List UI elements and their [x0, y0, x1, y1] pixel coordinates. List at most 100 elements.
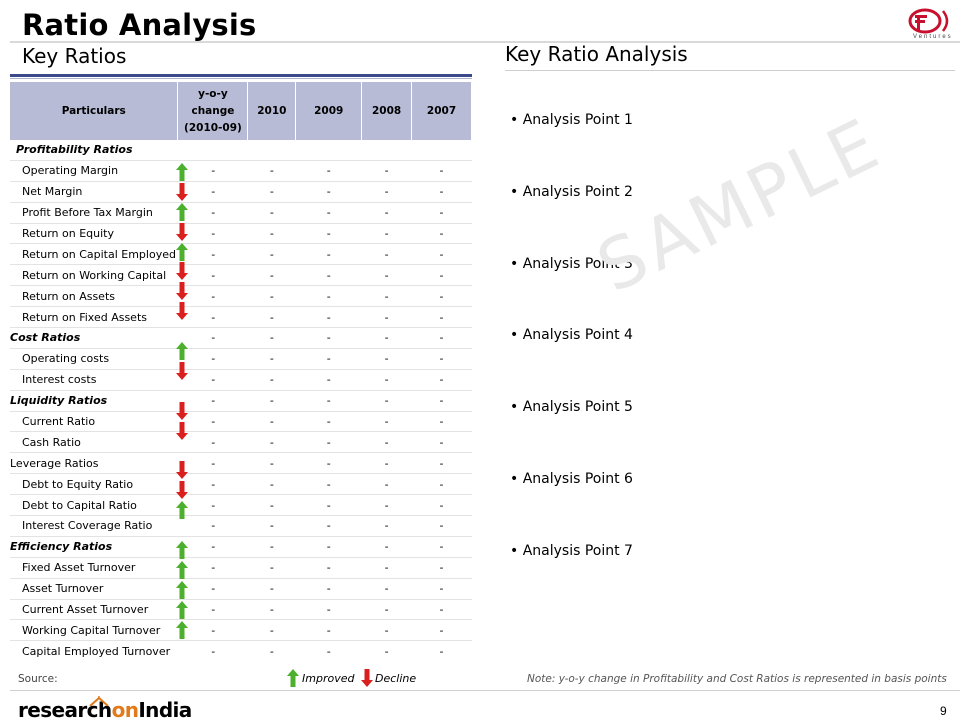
year-value: -	[295, 411, 362, 433]
down-arrow-icon	[176, 302, 190, 321]
row-label: Return on Assets	[10, 285, 179, 308]
table-row: Cash Ratio - - - - -	[10, 431, 472, 454]
up-arrow-icon	[176, 501, 190, 520]
legend-down-arrow-icon	[361, 669, 373, 692]
year-value: -	[361, 369, 412, 391]
ratios-table: Particulars y-o-y change (2010-09) 2010 …	[10, 82, 472, 662]
sample-watermark: SAMPLE	[585, 101, 894, 309]
research-on-india-logo: researchonIndia	[18, 698, 192, 722]
year-value: -	[411, 390, 472, 412]
analysis-point: • Analysis Point 5	[510, 399, 633, 416]
analysis-point: • Analysis Point 7	[510, 542, 633, 559]
table-row: Return on Capital Employed - - - - -	[10, 243, 472, 266]
year-value: -	[411, 578, 472, 600]
down-arrow-icon	[176, 401, 190, 420]
year-value	[411, 140, 472, 161]
year-value: -	[247, 264, 296, 287]
yoy-line-3: (2010-09)	[184, 121, 242, 134]
year-value: -	[247, 515, 296, 537]
year-value: -	[361, 536, 412, 558]
logo-caption: Ventures	[913, 34, 953, 40]
table-header-row: Particulars y-o-y change (2010-09) 2010 …	[10, 82, 472, 140]
title-divider	[10, 41, 960, 43]
yoy-value: -	[177, 306, 248, 329]
table-category-row: Leverage Ratios - - - - -	[10, 452, 472, 475]
table-row: Debt to Equity Ratio - - - - -	[10, 473, 472, 496]
up-arrow-icon	[176, 242, 190, 261]
up-arrow-icon	[176, 580, 190, 599]
source-label: Source:	[18, 673, 58, 685]
table-row: Interest Coverage Ratio - - - - -	[10, 515, 472, 537]
yoy-line-2: change	[191, 104, 235, 117]
year-value: -	[411, 223, 472, 245]
yoy-value: -	[177, 536, 248, 558]
year-value: -	[295, 452, 362, 475]
yoy-line-1: y-o-y	[198, 87, 228, 100]
year-value: -	[439, 644, 444, 658]
year-value: -	[411, 369, 472, 391]
up-arrow-icon	[176, 202, 190, 221]
footnote: Note: y-o-y change in Profitability and …	[527, 673, 947, 685]
year-value: -	[411, 473, 472, 496]
year-value: -	[361, 306, 412, 329]
yoy-value: -	[177, 515, 248, 537]
left-heading-rule	[10, 74, 472, 77]
down-arrow-icon	[176, 481, 190, 500]
analysis-point: • Analysis Point 3	[510, 255, 633, 272]
year-value: -	[295, 473, 362, 496]
year-value: -	[247, 431, 296, 454]
year-value: -	[361, 431, 412, 454]
legend-decline: Decline	[375, 672, 417, 685]
year-value: -	[361, 223, 412, 245]
year-value: -	[247, 473, 296, 496]
row-label: Return on Capital Employed	[10, 243, 179, 266]
year-value: -	[411, 494, 472, 517]
year-value: -	[361, 327, 412, 349]
yoy-value	[177, 140, 248, 161]
year-value: -	[411, 327, 472, 349]
table-row: Profit Before Tax Margin - - - - -	[10, 202, 472, 224]
ventures-logo	[905, 7, 955, 42]
right-heading-rule	[505, 70, 955, 71]
year-value: -	[361, 348, 412, 370]
year-value	[295, 140, 362, 161]
row-label: Fixed Asset Turnover	[10, 557, 179, 579]
table-row: Operating costs - - - - -	[10, 348, 472, 370]
page-title: Ratio Analysis	[22, 8, 257, 42]
year-value: -	[295, 243, 362, 266]
yoy-value: -	[177, 411, 248, 433]
year-value: -	[411, 285, 472, 308]
yoy-value: -	[177, 202, 248, 224]
up-arrow-icon	[176, 560, 190, 579]
key-ratios-heading: Key Ratios	[22, 44, 127, 68]
year-value: -	[411, 515, 472, 537]
row-label: Leverage Ratios	[10, 452, 179, 475]
table-row: Return on Fixed Assets - - - - -	[10, 306, 472, 329]
year-value: -	[361, 181, 412, 203]
yoy-value: -	[177, 348, 248, 370]
table-row: Current Ratio - - - - -	[10, 411, 472, 433]
up-arrow-icon	[176, 342, 190, 360]
row-label: Net Margin	[10, 181, 179, 203]
row-label: Interest costs	[10, 369, 179, 391]
table-category-row: Profitability Ratios	[10, 140, 472, 161]
year-value	[247, 140, 296, 161]
year-value: -	[295, 181, 362, 203]
year-value: -	[361, 473, 412, 496]
year-value: -	[295, 348, 362, 370]
up-arrow-icon	[176, 162, 190, 181]
up-arrow-icon	[176, 600, 190, 619]
year-value: -	[247, 181, 296, 203]
yoy-value: -	[177, 473, 248, 496]
year-value: -	[361, 494, 412, 517]
col-2010: 2010	[247, 82, 297, 140]
yoy-value: -	[177, 243, 248, 266]
year-value: -	[247, 536, 296, 558]
year-value: -	[295, 223, 362, 245]
table-row: Return on Working Capital - - - - -	[10, 264, 472, 287]
table-row: Net Margin - - - - -	[10, 181, 472, 203]
row-label: Debt to Capital Ratio	[10, 494, 179, 517]
year-value: -	[247, 619, 296, 642]
table-row: Return on Assets - - - - -	[10, 285, 472, 308]
row-label: Cash Ratio	[10, 431, 179, 454]
